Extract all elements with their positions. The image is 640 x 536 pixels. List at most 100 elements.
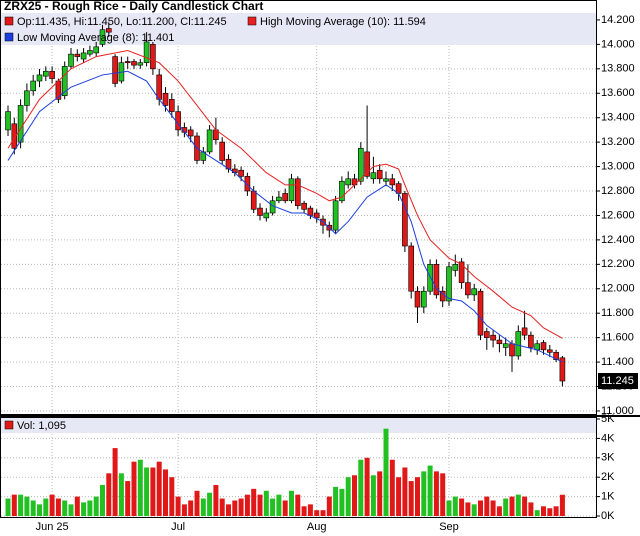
candle-body (383, 178, 389, 182)
volume-bar (200, 498, 206, 516)
volume-bar (333, 486, 339, 516)
candle-body (490, 334, 496, 341)
y-tick-label: 3K (601, 452, 615, 464)
candle-body (93, 46, 99, 54)
volume-bar (238, 498, 244, 516)
volume-bar (163, 469, 168, 516)
volume-bar (43, 498, 49, 516)
volume-bar (55, 498, 61, 516)
volume-bar (541, 506, 546, 516)
volume-bar (415, 477, 420, 516)
volume-bar (213, 484, 219, 516)
candle-body (465, 282, 471, 296)
volume-bar (68, 504, 74, 516)
volume-bar (339, 488, 345, 516)
candle-body (61, 66, 68, 96)
candle-body (11, 123, 18, 149)
candle-body (446, 266, 452, 302)
y-tick-label: 12.600 (601, 209, 635, 221)
volume-bar (295, 494, 301, 516)
y-tick-label: 12.000 (601, 283, 635, 295)
y-tick-label: 14.200 (601, 14, 635, 26)
volume-bar (49, 494, 55, 516)
volume-bar (396, 477, 402, 516)
candle-body (112, 56, 118, 84)
volume-legend: Vol: 1,095 (17, 420, 66, 432)
volume-bar (440, 473, 446, 516)
volume-bar (496, 506, 502, 516)
y-tick-label: 1K (601, 491, 615, 503)
volume-bar (459, 498, 465, 516)
candle-body (351, 178, 358, 186)
volume-bar (131, 461, 137, 516)
y-tick-label: 4K (601, 432, 615, 444)
volume-bar (251, 488, 257, 516)
legend-swatch (247, 16, 257, 26)
candle-body (452, 264, 459, 271)
candle-body (553, 351, 559, 360)
volume-bar (232, 500, 238, 516)
volume-bar (314, 510, 320, 516)
volume-bar (137, 459, 143, 516)
volume-bar (402, 467, 408, 516)
candle-body (427, 264, 433, 292)
volume-bar (244, 494, 250, 516)
candle-body (80, 52, 87, 60)
candle-body (389, 178, 396, 186)
candle-body (137, 62, 144, 66)
volume-bar (370, 475, 376, 516)
volume-bar (207, 492, 213, 516)
plot-layer: Jun 25JulAugSep11.00011.20011.40011.6001… (1, 14, 638, 533)
candle-body (68, 53, 74, 67)
volume-bar (364, 457, 370, 516)
volume-bar (389, 459, 395, 516)
y-tick-label: 11.400 (601, 356, 634, 368)
volume-bar (528, 502, 534, 516)
volume-bar (100, 484, 105, 516)
candle-body (106, 28, 112, 33)
candle-body (74, 53, 81, 57)
y-tick-label: 5K (601, 413, 615, 425)
candle-body (540, 342, 547, 351)
candle-body (244, 176, 251, 192)
volume-bar (465, 502, 471, 516)
volume-bar (194, 490, 200, 516)
candle-body (169, 99, 175, 112)
candle-body (458, 261, 465, 283)
moving-average-line (7, 49, 563, 339)
candle-body (408, 245, 415, 292)
volume-bar (87, 500, 93, 516)
candle-body (206, 129, 213, 153)
y-tick-label: 13.400 (601, 112, 635, 124)
candle-body (150, 44, 156, 70)
volume-bar (446, 500, 452, 516)
volume-bar (383, 428, 389, 516)
chart-title: ZRX25 - Rough Rice - Daily Candlestick C… (4, 0, 263, 13)
volume-bar (559, 494, 565, 516)
legend-label: High Moving Average (10): 11.594 (260, 16, 426, 28)
candle-body (49, 70, 55, 79)
volume-bar (125, 481, 131, 516)
y-tick-label: 12.200 (601, 258, 635, 270)
candle-body (250, 190, 257, 210)
candle-body (162, 92, 169, 106)
volume-bar (11, 494, 17, 516)
legend-swatch (4, 420, 14, 430)
volume-bar (522, 496, 528, 516)
candle-body (502, 343, 509, 348)
candle-body (521, 327, 528, 336)
volume-bar (490, 500, 496, 516)
candle-body (276, 196, 282, 202)
volume-bar (503, 498, 509, 516)
candle-body (5, 111, 11, 131)
volume-bar (156, 461, 162, 516)
volume-bar (5, 498, 11, 516)
volume-bar (30, 500, 36, 516)
candle-body (269, 200, 276, 214)
candle-body (257, 207, 263, 216)
volume-bar (408, 481, 414, 516)
candle-body (99, 29, 106, 45)
last-price-tag (598, 373, 638, 390)
volume-bar (219, 498, 225, 516)
y-tick-label: 13.800 (601, 63, 635, 75)
